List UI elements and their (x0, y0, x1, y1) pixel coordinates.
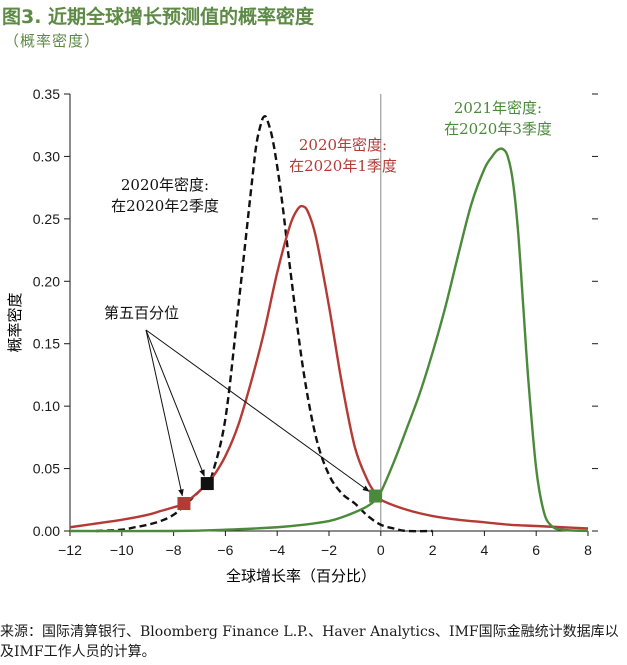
axes-layer: 0.00 0.05 0.10 0.15 0.20 0.25 0.30 0.35 −12 −10 −8… (6, 86, 598, 585)
density-chart: 0.00 0.05 0.10 0.15 0.20 0.25 0.30 0.35 −12 −10 −8… (6, 86, 598, 585)
annotation-q2-line: 在2020年2季度 (111, 197, 219, 215)
series-2021-at-2020q3 (69, 147, 589, 533)
x-tick-label: −12 (58, 542, 82, 558)
percentile-marker-2020q1 (177, 497, 191, 511)
y-tick-label: 0.00 (33, 523, 60, 539)
y-tick-label: 0.30 (33, 148, 60, 164)
chart-subtitle: （概率密度） (4, 32, 101, 50)
percentile-marker-2021q3 (369, 489, 383, 503)
y-axis-title: 概率密度 (6, 292, 24, 352)
series-2020-at-2020q2 (95, 115, 433, 533)
x-tick-label: 4 (481, 542, 489, 558)
y-tick-label: 0.35 (33, 86, 60, 102)
y-tick-label: 0.15 (33, 336, 60, 352)
annotation-q3-line: 2021年密度: (454, 99, 542, 117)
series-layer (69, 115, 589, 533)
x-tick-label: −2 (321, 542, 337, 558)
annotation-layer: 2020年密度: 在2020年2季度 2020年密度: 在2020年1季度 2021年密… (104, 99, 552, 497)
x-axis-title: 全球增长率（百分比） (226, 567, 376, 585)
y-tick-label: 0.10 (33, 398, 60, 414)
annotation-q3-line: 在2020年3季度 (444, 120, 552, 138)
x-tick-label: 8 (584, 542, 592, 558)
x-tick-label: 0 (377, 542, 385, 558)
percentile-arrow (145, 329, 205, 477)
x-tick-label: −10 (110, 542, 134, 558)
y-tick-label: 0.05 (33, 461, 60, 477)
source-note: 来源：国际清算银行、Bloomberg Finance L.P.、Haver A… (0, 624, 619, 660)
x-tick-label: −6 (217, 542, 233, 558)
x-tick-label: −8 (166, 542, 182, 558)
y-tick-label: 0.20 (33, 273, 60, 289)
y-tick-label: 0.25 (33, 211, 60, 227)
marker-layer (177, 477, 383, 511)
annotation-pct-line: 第五百分位 (104, 304, 179, 322)
chart-title: 图3. 近期全球增长预测值的概率密度 (2, 6, 315, 28)
annotation-q1-line: 2020年密度: (299, 136, 387, 154)
percentile-arrow (145, 329, 370, 492)
percentile-arrow (145, 329, 184, 497)
x-tick-label: 2 (429, 542, 437, 558)
annotation-q1-line: 在2020年1季度 (289, 157, 397, 175)
percentile-marker-2020q2 (200, 477, 214, 491)
x-tick-label: −4 (269, 542, 285, 558)
x-tick-label: 6 (532, 542, 540, 558)
series-2020-at-2020q1 (69, 204, 589, 530)
annotation-q2-line: 2020年密度: (121, 176, 209, 194)
